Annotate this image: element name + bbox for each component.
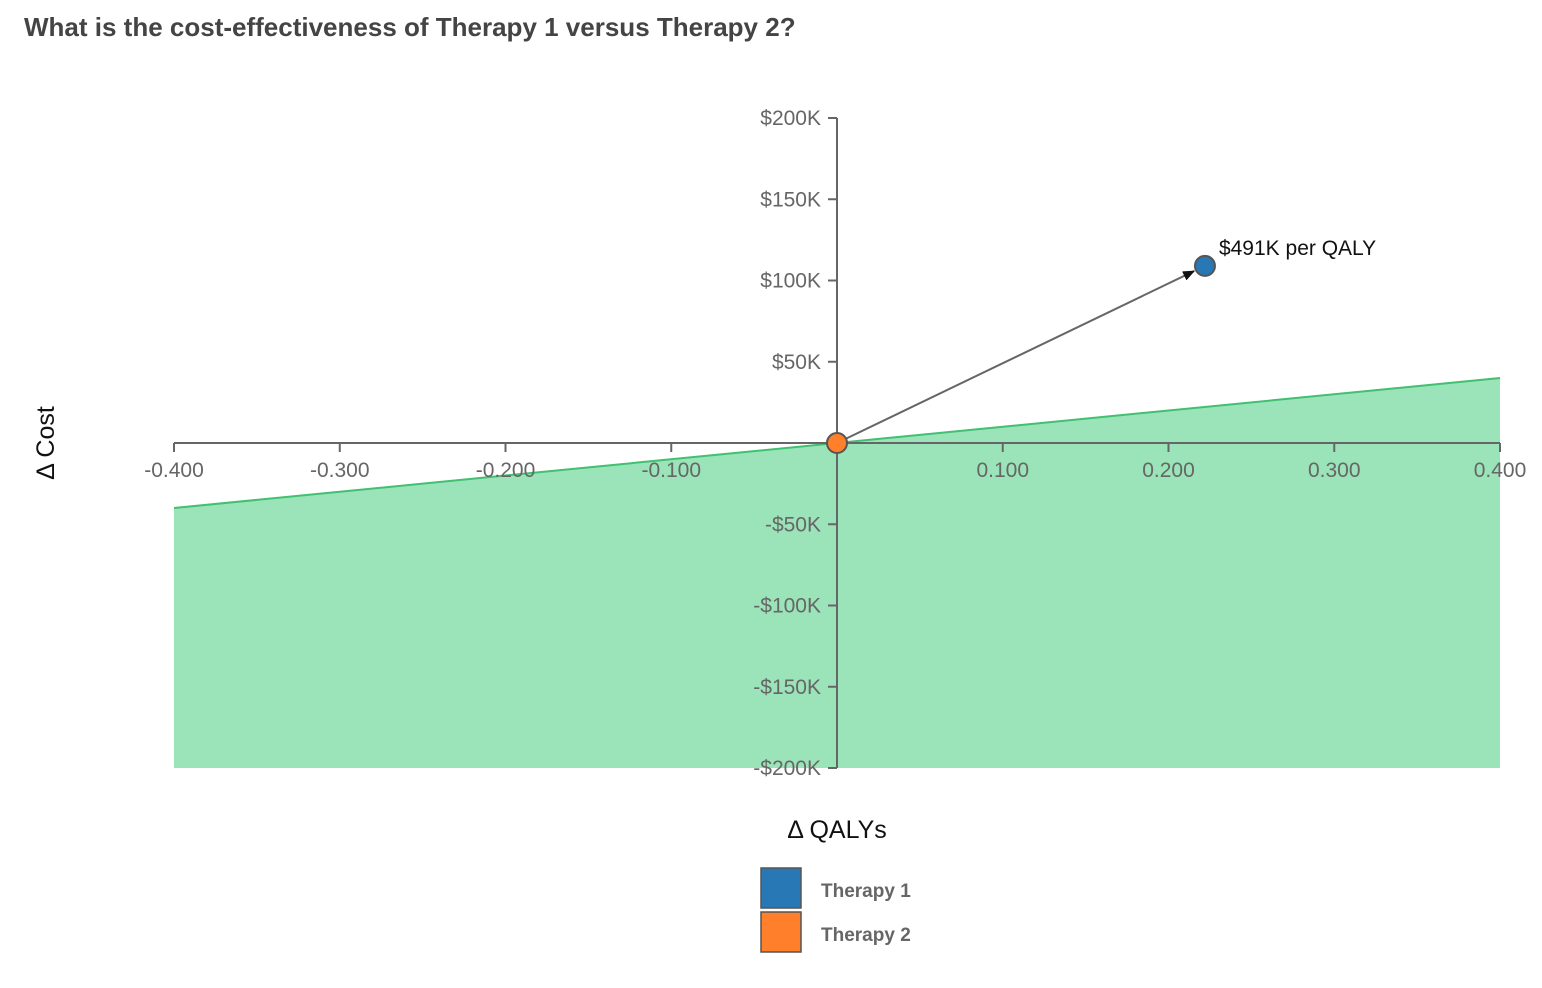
x-tick-label: -0.300: [310, 459, 370, 482]
y-tick-label: $150K: [760, 188, 821, 211]
x-tick-label: -0.100: [641, 459, 701, 482]
legend-label: Therapy 2: [821, 925, 911, 946]
point-therapy-2[interactable]: [826, 432, 848, 454]
y-tick-label: -$100K: [753, 595, 821, 618]
y-tick-label: -$200K: [753, 757, 821, 780]
legend-swatch: [760, 867, 802, 909]
chart-title: What is the cost-effectiveness of Therap…: [24, 12, 796, 42]
x-tick-label: 0.300: [1308, 459, 1361, 482]
y-tick-label: $200K: [760, 107, 821, 130]
y-axis-title: Δ Cost: [32, 406, 60, 480]
y-tick-label: $50K: [772, 351, 821, 374]
y-tick-label: $100K: [760, 270, 821, 293]
y-tick-label: -$50K: [765, 513, 821, 536]
point-therapy-1[interactable]: [1193, 254, 1216, 277]
x-axis-title: Δ QALYs: [787, 816, 887, 844]
x-tick-label: 0.100: [976, 459, 1029, 482]
icer-label: $491K per QALY: [1219, 237, 1376, 260]
x-tick-label: 0.200: [1142, 459, 1195, 482]
legend-label: Therapy 1: [821, 881, 911, 902]
legend-swatch: [760, 911, 802, 953]
x-tick-label: -0.400: [144, 459, 204, 482]
x-tick-label: -0.200: [476, 459, 536, 482]
icer-arrow: [836, 270, 1196, 444]
y-tick-label: -$150K: [753, 676, 821, 699]
x-tick-label: 0.400: [1474, 459, 1527, 482]
